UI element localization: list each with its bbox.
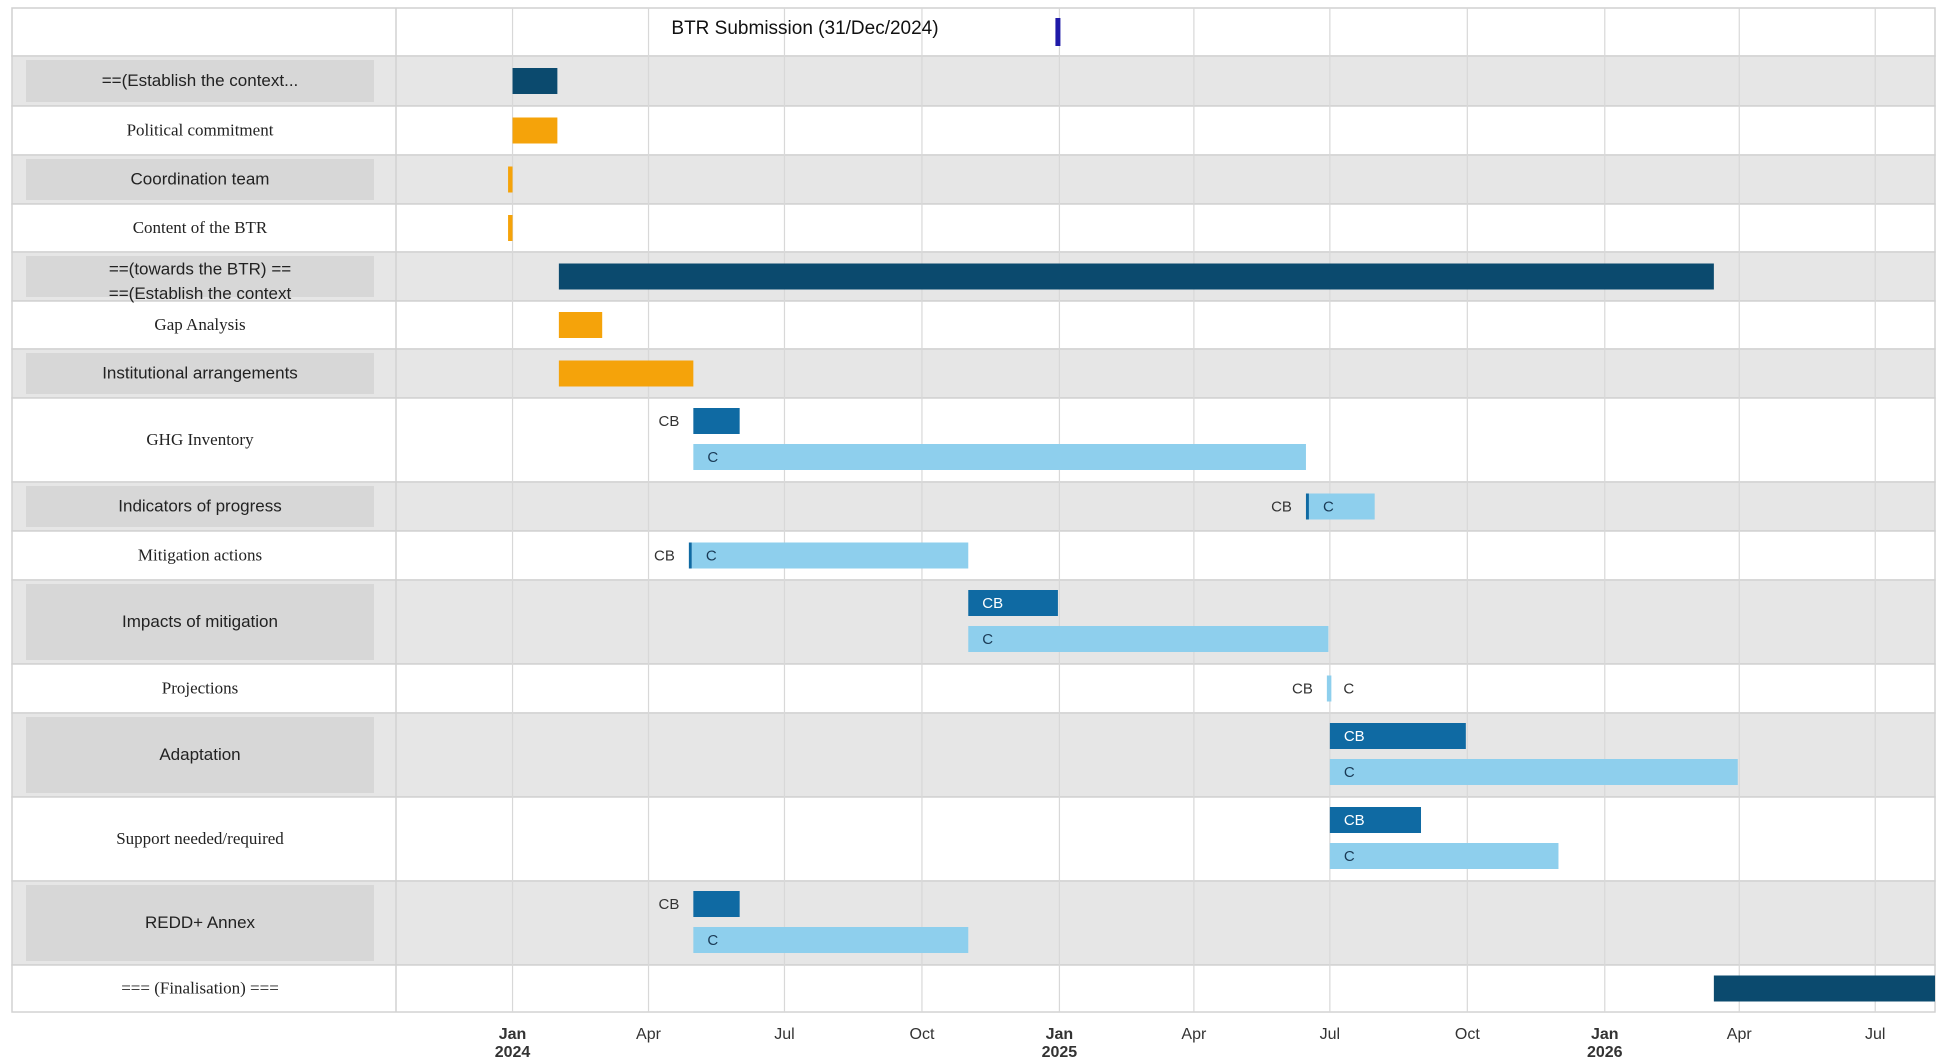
cb-bar [968, 590, 1058, 616]
row-label: Indicators of progress [118, 497, 281, 516]
row-label-box [26, 159, 374, 200]
row-label: Content of the BTR [133, 218, 268, 237]
x-tick-year: 2025 [1042, 1044, 1078, 1060]
milestone-marker [1055, 18, 1061, 46]
x-tick-label: Jan [1046, 1026, 1074, 1043]
x-tick-label: Oct [1455, 1026, 1480, 1043]
bar-label: CB [654, 548, 675, 565]
c-bar [1326, 675, 1332, 702]
x-tick-year: 2026 [1587, 1044, 1623, 1060]
bar-label: C [1323, 499, 1334, 516]
gridlines [395, 8, 1876, 1012]
x-tick-label: Jan [1591, 1026, 1619, 1043]
x-tick-label: Jul [1320, 1026, 1340, 1043]
bar-label: C [707, 449, 718, 466]
bar-label: CB [658, 896, 679, 913]
bar-label: CB [982, 595, 1003, 612]
task-bar [558, 312, 603, 338]
row-label-box [26, 256, 374, 297]
bars: CB C CB C CB C CB C CB C CB C CB C CB C [508, 18, 1935, 1002]
cb-bar [1305, 493, 1309, 520]
x-tick-label: Jan [499, 1026, 527, 1043]
cb-bar [1329, 723, 1466, 749]
section-bar [558, 263, 1714, 290]
row-label: Mitigation actions [138, 546, 262, 565]
c-bar [1329, 759, 1738, 785]
task-bar [508, 215, 513, 241]
row-background [11, 105, 1936, 156]
row-label-box [26, 486, 374, 527]
bar-label: C [707, 932, 718, 949]
c-bar [693, 927, 969, 953]
row-label: Gap Analysis [154, 315, 245, 334]
row-label: REDD+ Annex [145, 913, 256, 932]
bar-label: CB [1344, 728, 1365, 745]
row-label: ==(Establish the context... [102, 71, 299, 90]
x-tick-label: Oct [910, 1026, 935, 1043]
row-label-box [26, 885, 374, 961]
cb-bar [688, 542, 692, 569]
bar-label: C [1344, 764, 1355, 781]
task-bar [508, 166, 513, 193]
row-label: GHG Inventory [146, 430, 254, 449]
c-bar [968, 626, 1329, 652]
chart-title: BTR Submission (31/Dec/2024) [671, 18, 938, 39]
x-tick-label: Apr [636, 1026, 662, 1043]
c-bar [1308, 493, 1375, 520]
row-background [11, 796, 1936, 882]
row-label: ==(towards the BTR) == [109, 260, 291, 279]
x-tick-label: Jul [774, 1026, 794, 1043]
task-bar [558, 360, 694, 387]
bar-label: CB [658, 413, 679, 430]
title-group: BTR Submission (31/Dec/2024) [671, 18, 938, 39]
x-tick-label: Apr [1181, 1026, 1207, 1043]
c-bar [1329, 843, 1559, 869]
row-label-box [26, 60, 374, 102]
x-tick-year: 2024 [495, 1044, 531, 1060]
row-label-box [26, 717, 374, 793]
row-labels: ==(Establish the context... Political com… [26, 60, 374, 998]
row-background [11, 964, 1936, 1013]
bar-label: CB [1344, 812, 1365, 829]
row-label: Institutional arrangements [102, 364, 298, 383]
row-label-box [26, 353, 374, 394]
row-background [11, 300, 1936, 350]
bar-label: C [982, 631, 993, 648]
header-band [11, 7, 1936, 57]
row-label-box [26, 584, 374, 660]
c-bar [693, 444, 1306, 470]
x-tick-label: Apr [1727, 1026, 1753, 1043]
x-tick-label: Jul [1865, 1026, 1885, 1043]
section-bar [1713, 975, 1935, 1002]
c-bar [691, 542, 969, 569]
row-label: Impacts of mitigation [122, 612, 278, 631]
row-background [11, 663, 1936, 714]
row-background [11, 530, 1936, 581]
section-bar [512, 68, 558, 94]
cb-bar [693, 891, 740, 917]
row-background [11, 203, 1936, 253]
row-label: Coordination team [131, 170, 270, 189]
bar-label: CB [1271, 499, 1292, 516]
row-sublabel: ==(Establish the context [109, 284, 292, 303]
row-label: Projections [162, 679, 239, 698]
row-label: Adaptation [159, 745, 240, 764]
row-label: === (Finalisation) === [121, 979, 279, 998]
cb-bar [693, 408, 740, 434]
row-label: Political commitment [127, 121, 274, 140]
row-label: Support needed/required [116, 829, 284, 848]
task-bar [512, 117, 558, 144]
bar-label: C [706, 548, 717, 565]
bar-label: C [1343, 681, 1354, 698]
bar-label: C [1344, 848, 1355, 865]
cb-bar [1329, 807, 1422, 833]
bar-label: CB [1292, 681, 1313, 698]
